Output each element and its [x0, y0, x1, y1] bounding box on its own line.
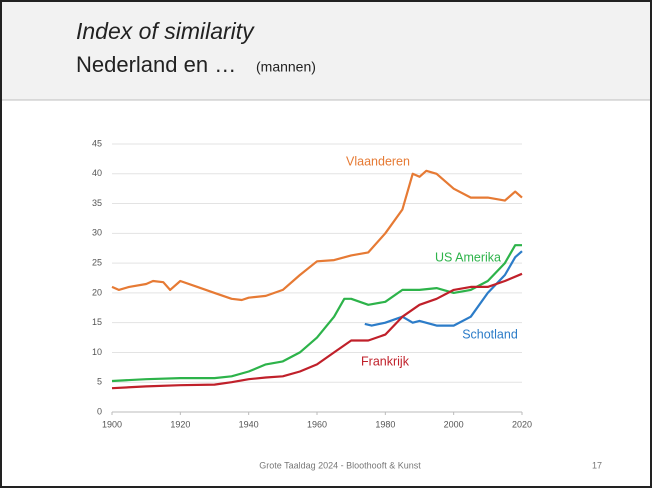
y-tick-label: 0: [97, 406, 102, 416]
y-tick-label: 35: [92, 198, 102, 208]
x-tick-label: 1980: [375, 419, 395, 429]
series-label: US Amerika: [435, 250, 501, 264]
footer-text: Grote Taaldag 2024 - Bloothooft & Kunst: [259, 460, 421, 470]
y-tick-label: 10: [92, 347, 102, 357]
y-tick-label: 30: [92, 228, 102, 238]
series-line: [111, 169, 523, 302]
x-tick-label: 1900: [102, 419, 122, 429]
subtitle-note: (mannen): [256, 59, 316, 75]
x-tick-label: 1920: [170, 419, 190, 429]
y-tick-label: 5: [97, 377, 102, 387]
y-tick-label: 40: [92, 168, 102, 178]
x-tick-label: 2020: [512, 419, 532, 429]
series-line: [111, 272, 523, 390]
page-number: 17: [592, 460, 602, 470]
header-band: [2, 2, 650, 100]
y-tick-label: 15: [92, 317, 102, 327]
series-label: Schotland: [462, 327, 518, 341]
y-tick-label: 45: [92, 138, 102, 148]
series-label: Vlaanderen: [346, 154, 410, 168]
x-tick-label: 1960: [307, 419, 327, 429]
title: Index of similarity: [76, 18, 255, 44]
series-label: Frankrijk: [361, 354, 410, 368]
y-tick-label: 20: [92, 287, 102, 297]
subtitle: Nederland en …: [76, 52, 236, 77]
series-line: [364, 250, 523, 327]
x-tick-label: 1940: [239, 419, 259, 429]
series-line: [111, 244, 522, 383]
x-tick-label: 2000: [444, 419, 464, 429]
y-tick-label: 25: [92, 257, 102, 267]
plot: 0 5 10 15 20 25 30 35 40 45 1900 1920 1940 1960 1980 20…: [92, 138, 532, 429]
